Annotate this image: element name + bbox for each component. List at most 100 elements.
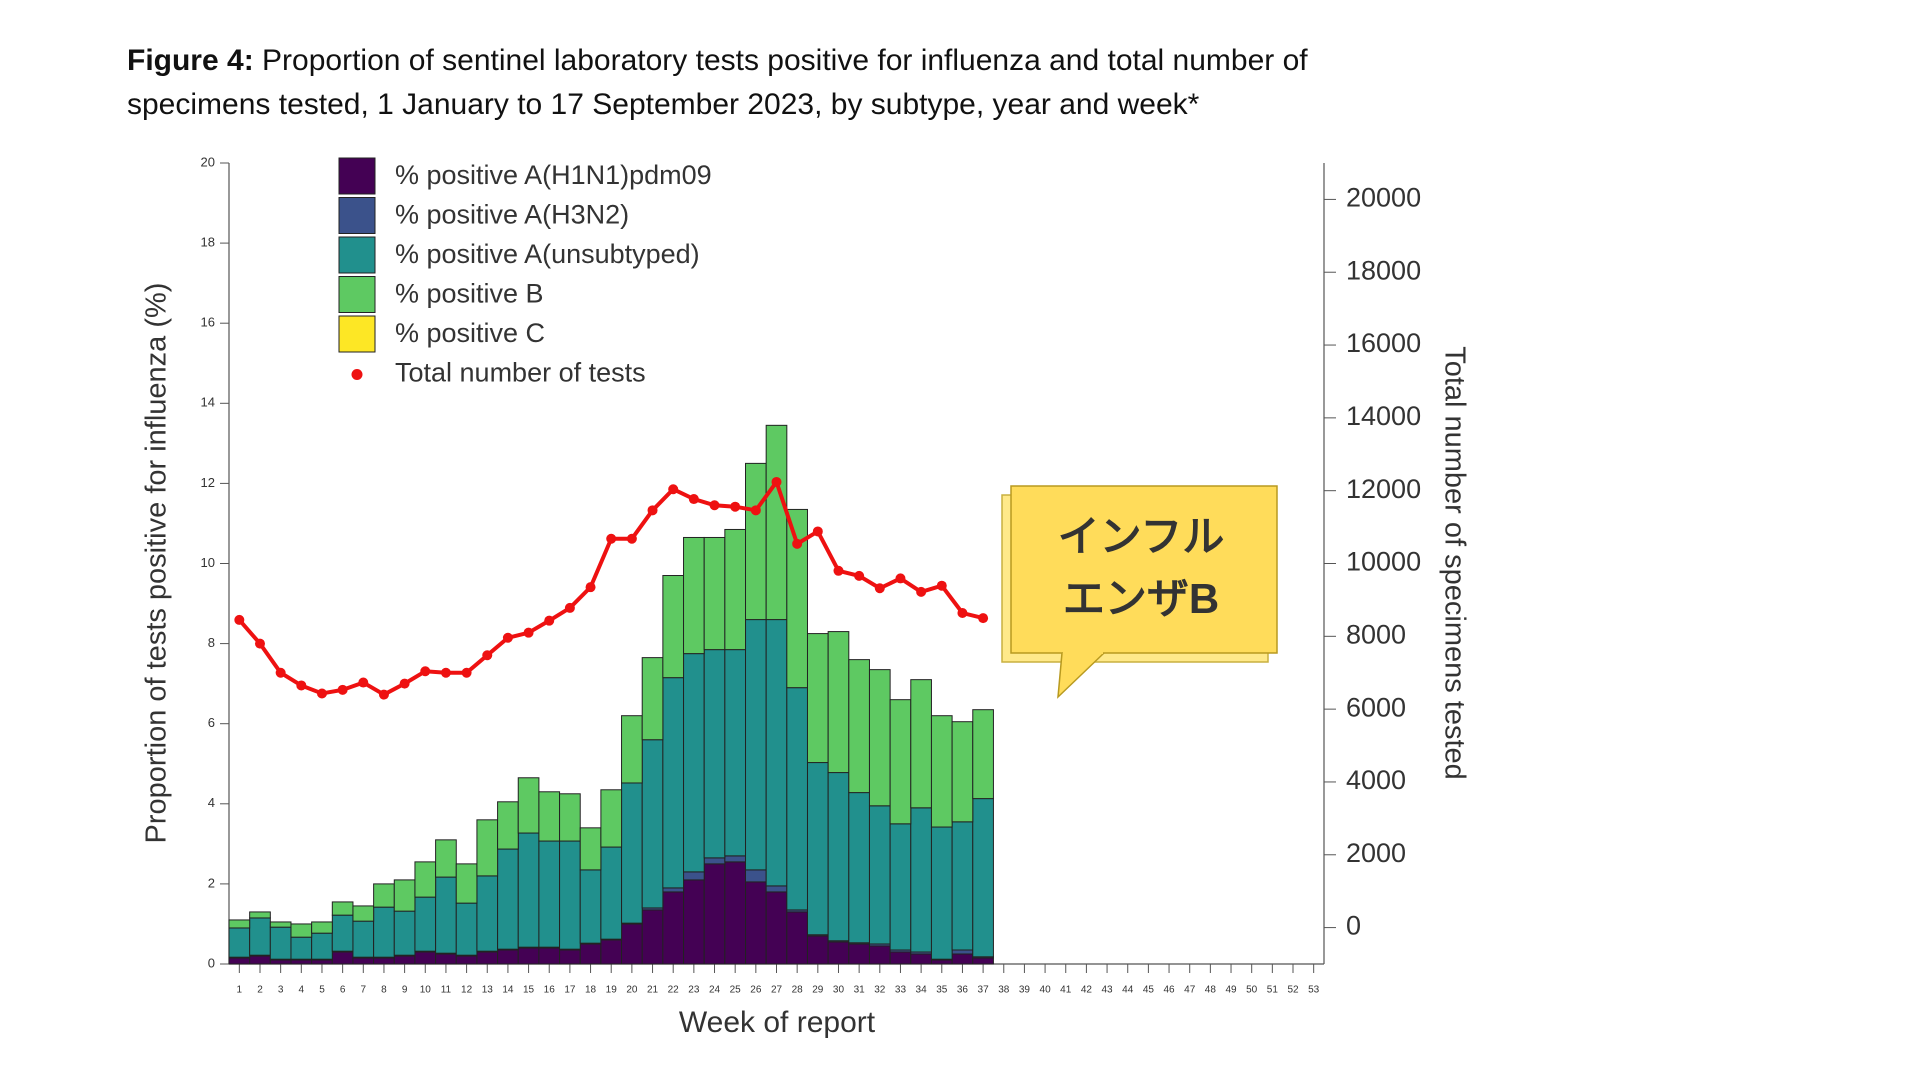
x-tick-label: 14: [502, 985, 514, 996]
bar-segment: [517, 832, 540, 948]
line-point: [854, 570, 865, 581]
x-tick-label: 46: [1163, 985, 1175, 996]
x-tick-label: 48: [1205, 985, 1217, 996]
bar-segment: [724, 528, 747, 651]
bar-segment: [910, 807, 932, 953]
x-tick-label: 37: [978, 985, 990, 996]
x-tick-label: 43: [1102, 985, 1114, 996]
bar-segment: [290, 923, 313, 938]
line-point: [688, 494, 699, 505]
x-tick-label: 52: [1287, 985, 1299, 996]
x-tick-label: 26: [750, 985, 762, 996]
bar-segment: [559, 840, 581, 950]
x-tick-label: 17: [564, 985, 576, 996]
bar-segment: [765, 424, 788, 621]
y-tick-label: 2: [208, 875, 215, 890]
line-point: [378, 689, 389, 700]
bar-segment: [352, 905, 375, 922]
bar-segment: [972, 709, 994, 800]
bar-segment: [269, 926, 292, 960]
bar-segment: [848, 943, 870, 965]
line-point: [358, 677, 369, 688]
bar-segment: [476, 951, 499, 965]
line-point: [668, 484, 679, 495]
bar-segment: [538, 840, 561, 948]
y-tick-label: 14: [201, 395, 215, 410]
bar-segment: [373, 906, 395, 958]
title-line: specimens tested, 1 January to 17 Septem…: [127, 88, 1200, 121]
line-point: [833, 565, 844, 576]
x-tick-label: 7: [361, 985, 367, 996]
bar-segment: [786, 687, 808, 911]
y-tick-label: 12: [201, 475, 215, 490]
x-tick-label: 28: [792, 985, 804, 996]
x-tick-label: 38: [998, 985, 1010, 996]
bar-segment: [290, 936, 313, 960]
x-tick-label: 39: [1019, 985, 1031, 996]
x-tick-label: 8: [381, 985, 387, 996]
y2-tick-label: 18000: [1346, 255, 1421, 285]
bar-segment: [745, 881, 767, 965]
bar-segment: [311, 932, 333, 960]
bar-segment: [806, 762, 829, 936]
bar-segment: [579, 827, 602, 871]
legend-swatch: [338, 197, 376, 234]
bar-segment: [889, 699, 912, 825]
x-tick-label: 13: [482, 985, 494, 996]
bar-segment: [497, 848, 519, 950]
bar-segment: [910, 679, 932, 809]
line-point: [874, 583, 885, 594]
x-tick-label: 15: [523, 985, 535, 996]
bar-segment: [352, 957, 375, 965]
bar-segment: [538, 947, 561, 965]
bar-segment: [662, 891, 685, 965]
bar-segment: [455, 863, 478, 904]
bar-segment: [249, 955, 271, 965]
bar-segment: [683, 653, 705, 873]
bar-segment: [951, 953, 974, 965]
x-tick-label: 51: [1267, 985, 1279, 996]
y-tick-label: 10: [201, 555, 215, 570]
y2-axis-label: Total number of specimens tested: [1438, 346, 1470, 780]
bar-segment: [476, 819, 499, 877]
line-point: [337, 684, 348, 695]
x-tick-label: 27: [771, 985, 783, 996]
y2-tick-label: 4000: [1346, 765, 1406, 795]
x-tick-label: 23: [688, 985, 700, 996]
y-tick-label: 0: [208, 955, 215, 970]
figure-label: Figure 4:: [127, 44, 254, 77]
bar-segment: [745, 462, 767, 621]
bar-segment: [683, 879, 705, 965]
bar-segment: [497, 801, 519, 850]
x-axis-label: Week of report: [679, 1006, 876, 1039]
line-point: [585, 582, 596, 593]
bar-segment: [455, 955, 478, 965]
x-tick-label: 12: [461, 985, 473, 996]
bar-segment: [249, 917, 271, 956]
x-tick-label: 29: [812, 985, 824, 996]
x-tick-label: 9: [402, 985, 408, 996]
bar-segment: [476, 875, 499, 952]
line-point: [606, 533, 617, 544]
bar-segment: [269, 921, 292, 928]
legend-swatch: [338, 157, 376, 195]
bar-segment: [373, 957, 395, 965]
bar-segment: [827, 772, 850, 942]
bar-segment: [786, 911, 808, 965]
y2-tick-label: 12000: [1346, 474, 1421, 504]
callout-tail: [1057, 652, 1105, 699]
x-tick-label: 20: [626, 985, 638, 996]
y2-tick-label: 6000: [1346, 692, 1406, 722]
bar-segment: [662, 887, 685, 893]
bar-segment: [249, 911, 271, 919]
x-tick-label: 19: [606, 985, 618, 996]
bar-segment: [414, 861, 437, 898]
line-point: [936, 580, 947, 591]
line-point: [626, 533, 637, 544]
bar-segment: [827, 631, 850, 774]
legend-swatch: [338, 236, 376, 274]
x-tick-label: 25: [730, 985, 742, 996]
line-point: [399, 678, 410, 689]
line-point: [502, 632, 513, 643]
